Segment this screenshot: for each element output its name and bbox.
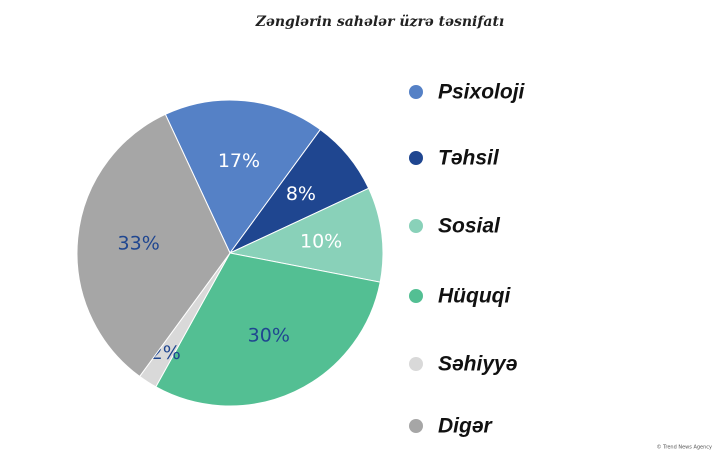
legend-label: Psixoloji [438, 81, 526, 104]
value-label: 33% [118, 233, 160, 255]
legend-marker [409, 151, 423, 165]
legend-marker [409, 419, 423, 433]
legend-label: Sosial [438, 215, 501, 238]
legend-marker [409, 289, 423, 303]
legend-marker [409, 357, 423, 371]
value-label: 30% [248, 325, 290, 347]
pie-slice [228, 187, 384, 283]
legend-marker [409, 85, 423, 99]
value-label: 17% [218, 150, 260, 172]
pie-slice [164, 99, 322, 254]
value-label: 8% [286, 183, 316, 205]
chart-title: Zənglərin sahələr üzrə təsnifatı [255, 14, 505, 30]
legend-label: Səhiyyə [438, 353, 518, 376]
legend-label: Təhsil [438, 147, 500, 170]
legend-marker [409, 219, 423, 233]
pie-slice [155, 252, 381, 407]
pie-slice [76, 113, 231, 378]
legend-label: Digər [438, 415, 494, 438]
value-label: 10% [300, 230, 342, 252]
legend-label: Hüquqi [438, 285, 511, 308]
credit: © Trend News Agency [656, 444, 712, 451]
